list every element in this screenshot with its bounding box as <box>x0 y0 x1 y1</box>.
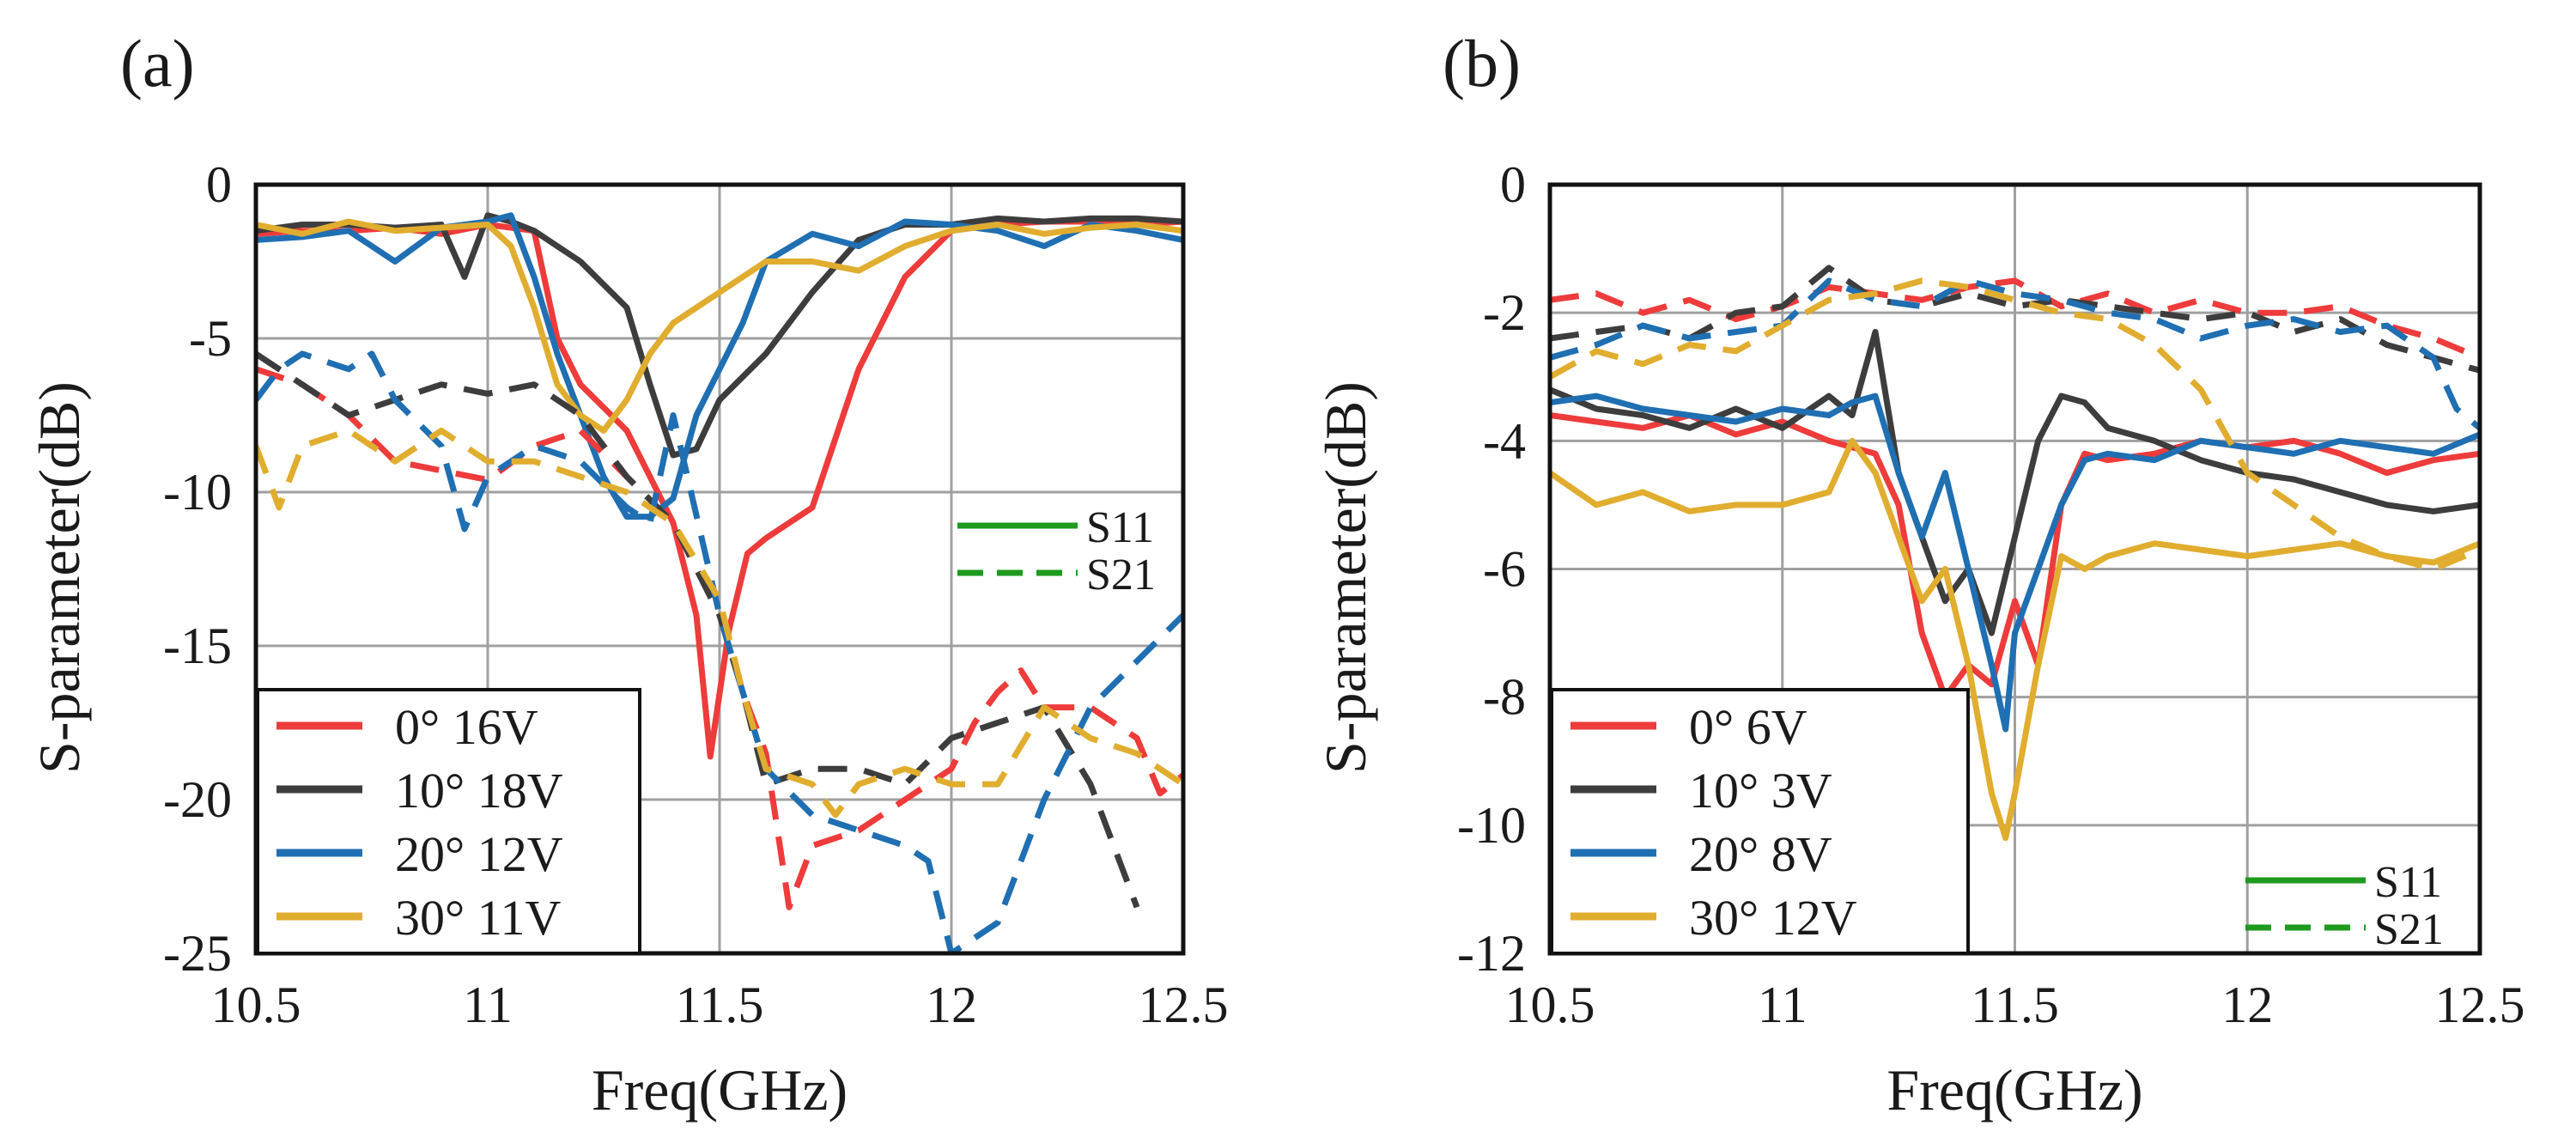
y-tick-label: -10 <box>1457 797 1526 854</box>
legend-label: 0° 16V <box>395 699 538 755</box>
plot-frame <box>253 182 1186 956</box>
series-line <box>1550 277 2480 361</box>
x-tick-label: 11 <box>1758 977 1807 1033</box>
legend-label: 30° 11V <box>395 890 562 946</box>
x-tick-label: 10.5 <box>211 977 301 1033</box>
legend-style-label: S21 <box>2374 905 2444 954</box>
y-tick-label: -5 <box>189 310 232 367</box>
series-line <box>1550 265 2480 374</box>
legend-color: 0° 16V 10° 18V 20° 12V 30° 11V <box>256 688 641 955</box>
legend-label: 0° 6V <box>1689 699 1807 755</box>
legend-box <box>256 688 641 955</box>
y-tick-label: -2 <box>1483 284 1526 341</box>
panel-label: (b) <box>1443 26 1521 100</box>
series-line <box>256 350 1183 953</box>
plot-frame <box>1547 182 2482 956</box>
x-axis-title: Freq(GHz) <box>592 1057 848 1123</box>
x-tick-label: 11.5 <box>676 977 764 1033</box>
series-group <box>1550 265 2480 842</box>
legend-color: 0° 6V 10° 3V 20° 8V 30° 12V <box>1550 688 1970 955</box>
y-axis-title: S-parameter(dB) <box>27 381 92 774</box>
series-line <box>1550 437 2480 842</box>
panel-label: (a) <box>120 26 195 100</box>
y-tick-label: 0 <box>1500 156 1526 213</box>
series-line <box>1550 412 2480 701</box>
x-tick-label: 12 <box>926 977 977 1033</box>
chart-panel-a: (a) 10.5 11 11.5 12 12.5 0 -5 -10 -15 -20 -25 Freq(G… <box>27 26 1229 1123</box>
x-tick-label: 11.5 <box>1971 977 2059 1033</box>
legend-label: 10° 3V <box>1689 763 1832 818</box>
y-tick-label: -15 <box>163 618 232 674</box>
series-line <box>256 218 1183 434</box>
series-group <box>256 212 1183 953</box>
y-tick-label: 0 <box>206 156 232 213</box>
y-tick-label: -10 <box>163 464 232 520</box>
legend-box <box>1550 688 1970 955</box>
x-tick-label: 12.5 <box>2435 977 2525 1033</box>
series-line <box>1550 277 2480 572</box>
y-axis-title: S-parameter(dB) <box>1313 381 1378 774</box>
legend-style-label: S21 <box>1086 551 1156 599</box>
y-tick-label: -20 <box>163 771 232 828</box>
legend-label: 10° 18V <box>395 763 563 818</box>
y-tick-label: -4 <box>1483 412 1526 469</box>
y-tick-label: -6 <box>1483 541 1526 598</box>
series-line <box>1550 277 2480 431</box>
legend-label: 30° 12V <box>1689 890 1857 946</box>
y-tick-label: -8 <box>1483 669 1526 726</box>
y-tick-label: -25 <box>163 925 232 982</box>
y-tick-label: -12 <box>1457 925 1526 982</box>
legend-label: 20° 12V <box>395 826 563 882</box>
legend-style-label: S11 <box>2374 858 2442 907</box>
chart-panel-b: (b) 10.5 11 11.5 12 12.5 0 -2 -4 -6 -8 -10 -12 Freq(G… <box>1313 26 2525 1123</box>
legend-label: 20° 8V <box>1689 826 1832 882</box>
x-tick-label: 12 <box>2221 977 2273 1033</box>
legend-style-label: S11 <box>1086 503 1154 552</box>
x-tick-label: 11 <box>463 977 513 1033</box>
x-axis-title: Freq(GHz) <box>1886 1057 2142 1123</box>
x-tick-label: 10.5 <box>1505 977 1595 1033</box>
series-line <box>256 212 1183 459</box>
x-tick-label: 12.5 <box>1139 977 1229 1033</box>
series-line <box>1550 392 2480 733</box>
